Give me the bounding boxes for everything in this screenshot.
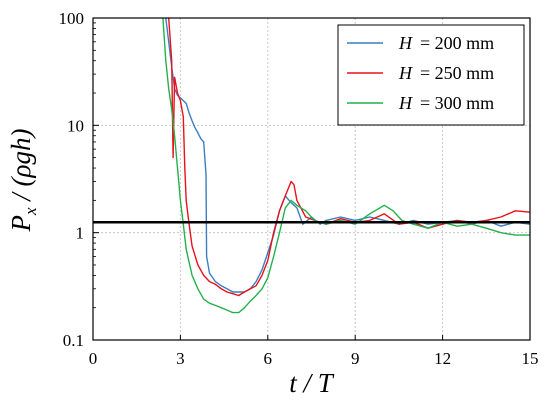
y-tick-label: 0.1 (63, 331, 84, 350)
y-axis-title-sub: x (21, 207, 40, 216)
legend-variable: H (398, 63, 413, 83)
x-tick-label: 15 (522, 349, 539, 368)
x-tick-label: 3 (176, 349, 185, 368)
legend-variable: H (398, 33, 413, 53)
y-tick-label: 10 (67, 116, 84, 135)
x-axis-title: t / T (289, 368, 335, 398)
plot-frame (92, 17, 531, 341)
series-line-3 (162, 17, 530, 314)
legend-label-1: H = 200 mm (398, 33, 494, 53)
legend-label-2: H = 250 mm (398, 63, 494, 83)
y-axis-ticks: 0.1 1 10 100 (59, 9, 99, 350)
legend-value: = 250 mm (420, 63, 494, 83)
y-axis-title-main: P (6, 215, 36, 233)
legend-label-3: H = 300 mm (398, 93, 494, 113)
legend-value: = 200 mm (420, 33, 494, 53)
x-tick-label: 9 (351, 349, 360, 368)
legend-variable: H (398, 93, 413, 113)
legend-box (337, 24, 525, 126)
legend-value: = 300 mm (420, 93, 494, 113)
x-axis-ticks: 0 3 6 9 12 15 (89, 335, 539, 368)
y-tick-label: 1 (76, 224, 85, 243)
x-tick-label: 12 (434, 349, 451, 368)
x-tick-label: 6 (264, 349, 273, 368)
x-tick-label: 0 (89, 349, 98, 368)
y-axis-title-rest: / (ρgh) (6, 129, 36, 208)
legend: H = 200 mm H = 250 mm H = 300 mm (337, 24, 525, 126)
series-line-2 (168, 17, 531, 297)
y-tick-label: 100 (59, 9, 85, 28)
y-axis-title: Px / (ρgh) (6, 129, 40, 233)
